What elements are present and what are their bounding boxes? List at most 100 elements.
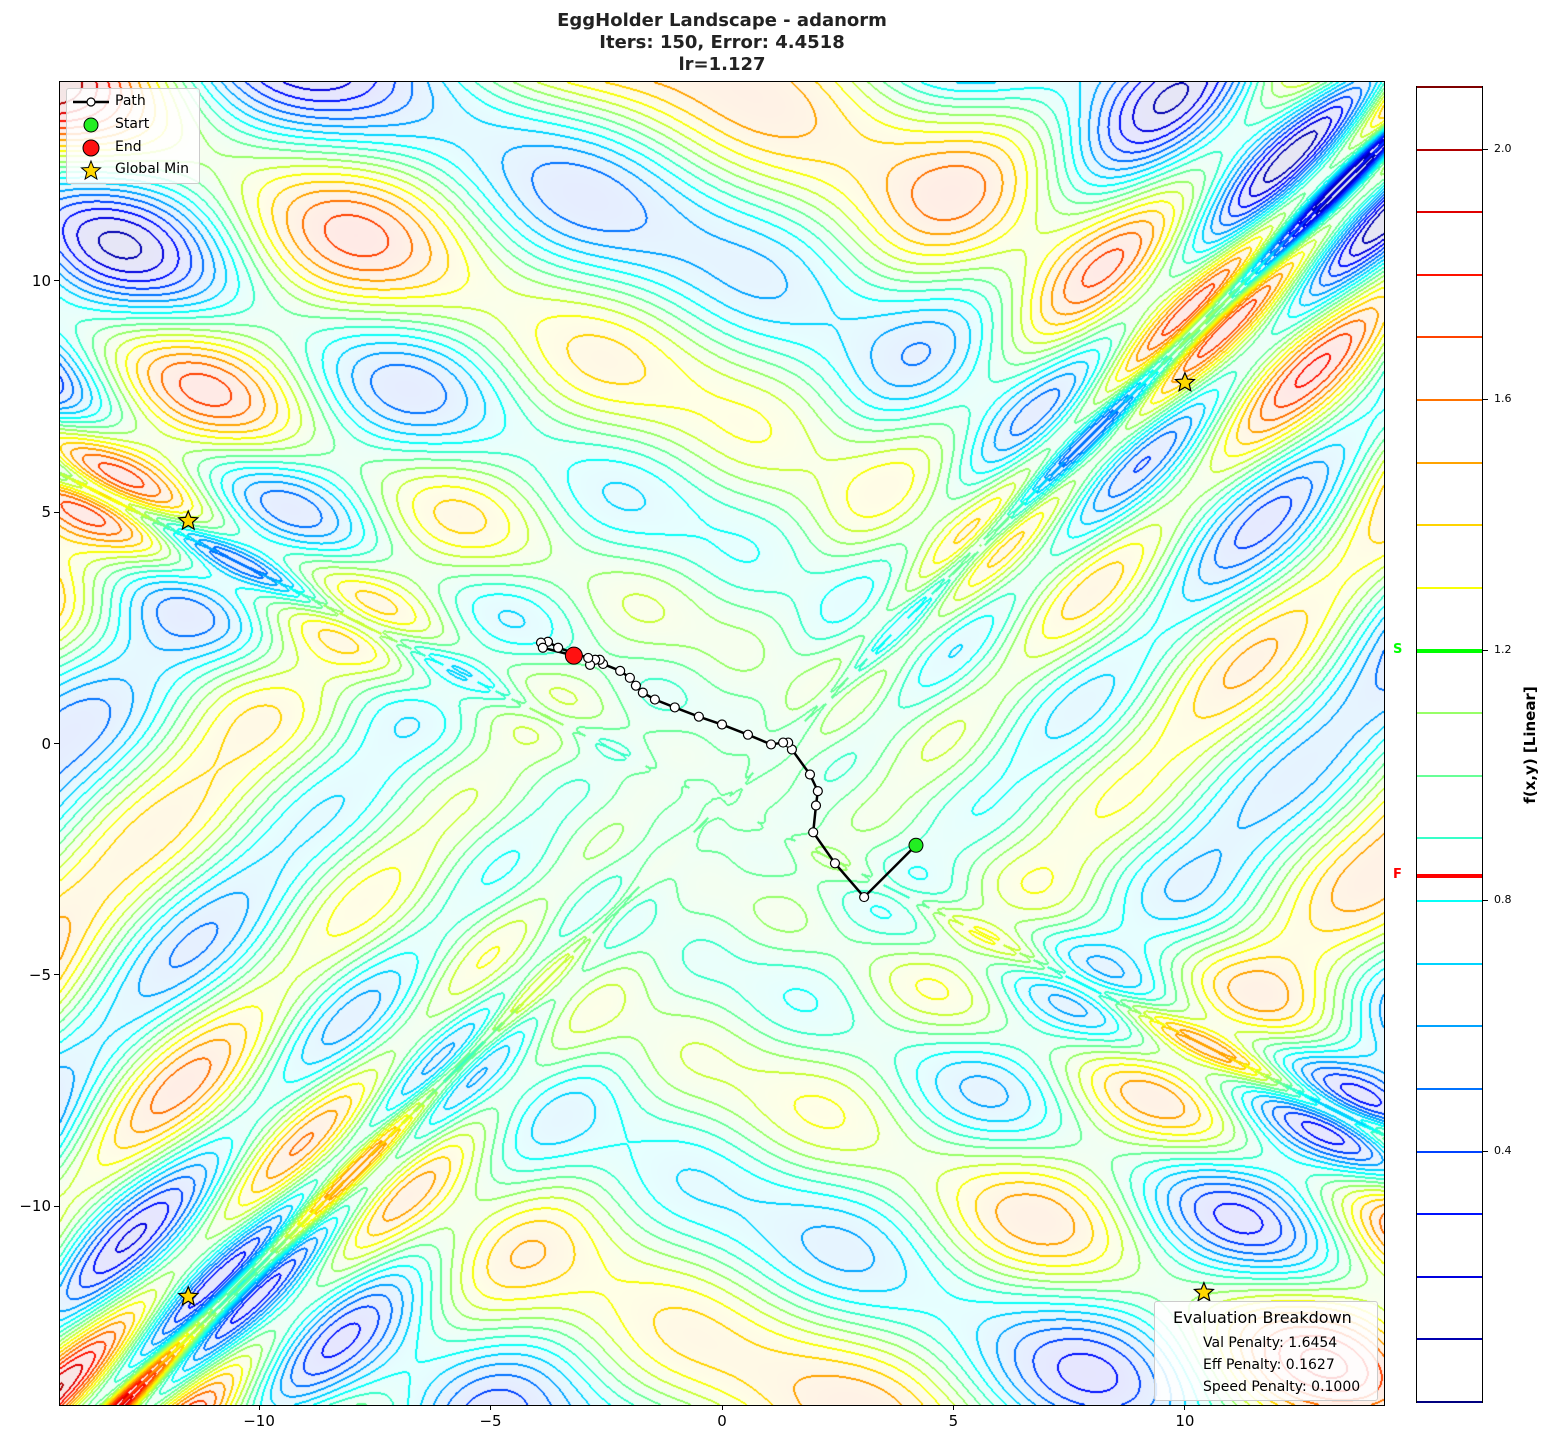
colorbar-label: f(x,y) [Linear]	[1521, 686, 1539, 804]
y-tick-mark	[54, 743, 59, 744]
chart-title-line-2: Iters: 150, Error: 4.4518	[599, 32, 845, 53]
path-point	[649, 694, 660, 705]
y-tick-mark	[54, 280, 59, 282]
global-min-star	[177, 509, 200, 531]
colorbar-level-line	[1417, 1213, 1482, 1216]
colorbar-tick-mark	[1483, 148, 1488, 150]
legend-path: Path	[67, 91, 197, 113]
colorbar-level-line	[1417, 524, 1482, 527]
chart-title-line-1: EggHolder Landscape - adanorm	[557, 10, 887, 31]
colorbar-tick-mark	[1483, 900, 1488, 902]
eff-penalty: Eff Penalty: 0.1627	[1203, 1357, 1335, 1373]
colorbar-level-line	[1417, 336, 1482, 339]
colorbar-level-line	[1417, 461, 1482, 464]
colorbar-level-line	[1417, 86, 1482, 88]
path-line-icon	[73, 97, 109, 107]
y-tick-label: −5	[28, 965, 51, 984]
path-point	[765, 739, 777, 750]
end-point	[564, 646, 583, 665]
x-tick-label: −10	[243, 1412, 275, 1430]
colorbar-start-line	[1417, 648, 1482, 653]
colorbar-level-line	[1417, 148, 1482, 151]
colorbar-level-line	[1417, 399, 1482, 402]
x-tick-label: 10	[1175, 1412, 1195, 1430]
x-tick-mark	[1184, 1405, 1186, 1410]
contour-field	[60, 82, 1384, 1405]
start-circle-icon	[83, 117, 99, 133]
colorbar-tick-label: 0.4	[1494, 1143, 1512, 1157]
colorbar-level-line	[1417, 962, 1482, 965]
colorbar-level-line	[1417, 774, 1482, 777]
x-tick-mark	[490, 1405, 492, 1410]
star-icon	[80, 159, 102, 181]
legend-end: End	[67, 137, 197, 159]
global-min-star	[177, 1285, 200, 1307]
path-point	[829, 858, 841, 869]
colorbar-tick-mark	[1483, 1150, 1488, 1152]
path-line	[539, 640, 917, 899]
path-point	[859, 891, 870, 903]
colorbar-start-label: S	[1393, 641, 1403, 657]
colorbar-tick-mark	[1483, 399, 1488, 401]
y-tick-label: 10	[31, 271, 51, 290]
y-tick-label: 5	[41, 503, 51, 522]
y-tick-label: 0	[41, 734, 51, 753]
path-point	[583, 652, 594, 664]
colorbar	[1416, 86, 1483, 1403]
path-point	[804, 769, 816, 780]
colorbar-tick-mark	[1483, 649, 1488, 651]
x-tick-label: 0	[717, 1412, 727, 1430]
colorbar-final-line	[1417, 874, 1482, 878]
path-point	[778, 737, 789, 748]
colorbar-tick-label: 1.6	[1494, 392, 1512, 406]
legend-label: End	[115, 139, 142, 155]
x-tick-label: 5	[948, 1412, 959, 1430]
path-point	[693, 711, 704, 722]
legend: Path Start End Global Min	[66, 88, 200, 184]
path-point	[637, 687, 648, 698]
colorbar-level-line	[1417, 1275, 1482, 1278]
colorbar-level-line	[1417, 837, 1482, 840]
path-point	[812, 786, 823, 797]
legend-global-min: Global Min	[67, 159, 197, 181]
colorbar-level-line	[1417, 1401, 1482, 1403]
global-min-star	[1173, 371, 1196, 393]
colorbar-level-line	[1417, 586, 1482, 589]
legend-label: Path	[115, 93, 146, 109]
start-point	[908, 837, 924, 853]
x-tick-mark	[952, 1405, 954, 1410]
colorbar-level-line	[1417, 211, 1482, 214]
legend-start: Start	[67, 114, 197, 136]
colorbar-level-line	[1417, 1025, 1482, 1028]
path-overlay	[177, 371, 1215, 1307]
path-point	[742, 729, 754, 740]
path-point	[615, 665, 626, 676]
path-point	[553, 642, 564, 653]
chart-title-line-3: lr=1.127	[678, 54, 766, 75]
colorbar-tick-label: 2.0	[1494, 141, 1512, 155]
evaluation-breakdown: Evaluation Breakdown Val Penalty: 1.6454…	[1154, 1301, 1378, 1401]
colorbar-level-line	[1417, 1150, 1482, 1153]
path-point	[669, 702, 680, 713]
colorbar-level-line	[1417, 900, 1482, 903]
y-tick-mark	[54, 511, 59, 513]
x-tick-label: −5	[479, 1412, 502, 1430]
legend-label: Start	[115, 116, 150, 132]
evaluation-title: Evaluation Breakdown	[1173, 1308, 1352, 1327]
end-circle-icon	[82, 139, 100, 157]
colorbar-level-line	[1417, 1338, 1482, 1341]
path-point	[810, 800, 822, 811]
path-point	[537, 642, 548, 653]
val-penalty: Val Penalty: 1.6454	[1203, 1335, 1338, 1351]
plot-area	[60, 82, 1384, 1405]
path-point	[716, 719, 728, 730]
legend-label: Global Min	[115, 161, 189, 177]
global-min-star	[1192, 1281, 1215, 1302]
colorbar-level-line	[1417, 712, 1482, 715]
x-tick-mark	[258, 1405, 260, 1410]
y-tick-label: −10	[19, 1197, 51, 1216]
path-point	[808, 827, 819, 838]
path-point	[624, 672, 635, 683]
colorbar-level-line	[1417, 1087, 1482, 1090]
